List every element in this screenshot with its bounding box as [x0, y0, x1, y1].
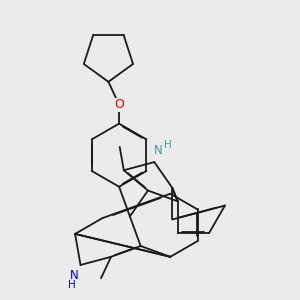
Text: O: O — [114, 98, 124, 111]
Text: N: N — [69, 269, 78, 282]
Text: H: H — [164, 140, 171, 149]
Text: N: N — [154, 144, 163, 157]
Text: H: H — [68, 280, 76, 290]
